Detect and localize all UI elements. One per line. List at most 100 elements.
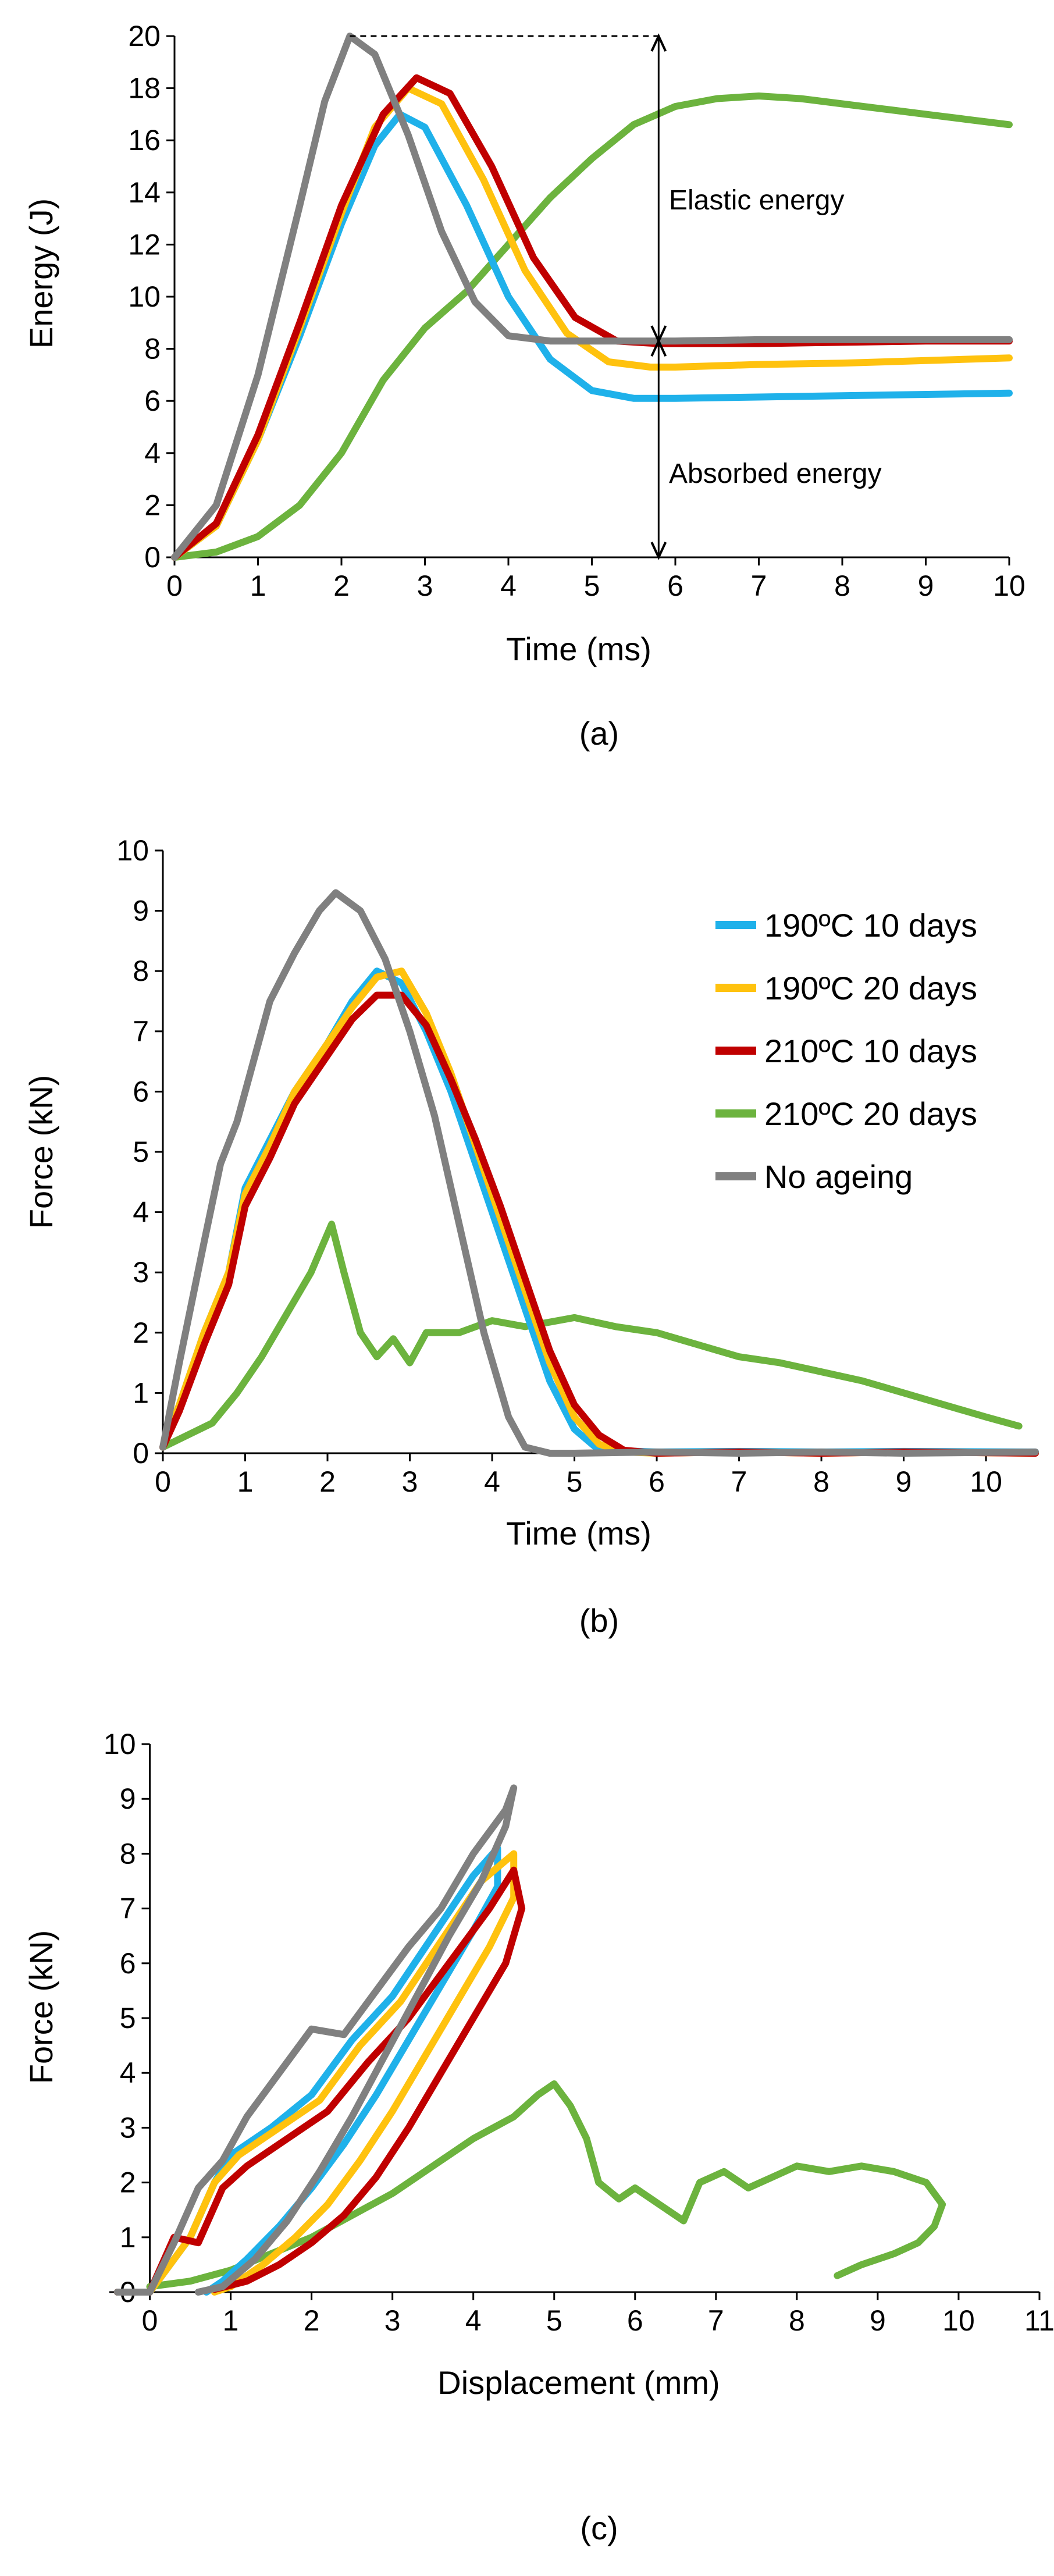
chart-b-xtick-label: 7 — [731, 1465, 747, 1498]
chart-b-xtick-label: 9 — [896, 1465, 912, 1498]
series-line-c-210C_10 — [113, 1866, 526, 2296]
chart-b-axes: 0 1 2 3 4 5 6 7 8 9 10 0 1 2 3 4 5 6 7 8 9 10 — [116, 834, 1035, 1498]
chart-b-ylabel: Force (kN) — [23, 1075, 59, 1229]
chart-a-ylabel: Energy (J) — [23, 198, 59, 348]
chart-a-ytick-label: 12 — [128, 228, 161, 261]
chart-c-xtick-label: 10 — [942, 2304, 975, 2337]
chart-a-xtick-label: 8 — [834, 570, 850, 602]
chart-b-ytick-label: 6 — [133, 1075, 149, 1108]
chart-b-ytick-label: 1 — [133, 1376, 149, 1409]
chart-c-ytick-label: 3 — [120, 2111, 136, 2144]
chart-c-xtick-label: 6 — [627, 2304, 643, 2337]
chart-a-annotations: Elastic energy Absorbed energy — [350, 33, 882, 560]
chart-b-ytick-label: 4 — [133, 1196, 149, 1229]
chart-b-ytick-label: 9 — [133, 895, 149, 927]
chart-c-xtick-label: 11 — [1024, 2304, 1054, 2337]
chart-a-xtick-label: 10 — [993, 570, 1025, 602]
chart-c-series — [113, 1784, 946, 2296]
chart-b-xtick-label: 8 — [813, 1465, 829, 1498]
arrow-head-split-down — [650, 338, 667, 357]
chart-a-xtick-label: 4 — [500, 570, 517, 602]
chart-a-xtick-label: 9 — [918, 570, 934, 602]
chart-a-caption: (a) — [579, 715, 619, 752]
chart-c-xtick-label: 0 — [142, 2304, 158, 2337]
chart-c-caption: (c) — [580, 2510, 618, 2546]
chart-b-xlabel: Time (ms) — [506, 1515, 651, 1552]
chart-b-xtick-label: 6 — [649, 1465, 665, 1498]
chart-a-ytick-label: 10 — [128, 280, 161, 313]
series-line-a-210C_10 — [171, 74, 1013, 561]
chart-c-xtick-label: 1 — [223, 2304, 239, 2337]
chart-a-ytick-label: 8 — [144, 333, 161, 365]
chart-c-ytick-label: 10 — [104, 1728, 136, 1760]
chart-a-series — [171, 33, 1013, 561]
series-line-c-210C_20 — [146, 2080, 946, 2290]
chart-b-caption: (b) — [579, 1602, 619, 1639]
chart-b-xtick-label: 3 — [402, 1465, 418, 1498]
chart-a-ytick-label: 14 — [128, 176, 161, 209]
chart-c-xtick-label: 8 — [789, 2304, 805, 2337]
chart-b-ytick-label: 0 — [133, 1437, 149, 1470]
chart-b-ytick-label: 3 — [133, 1256, 149, 1289]
chart-c-xtick-label: 9 — [870, 2304, 886, 2337]
chart-a-ytick-label: 16 — [128, 124, 161, 156]
series-line-c-190C_20 — [113, 1850, 518, 2296]
chart-b-xtick-label: 4 — [484, 1465, 500, 1498]
chart-b-ytick-label: 5 — [133, 1136, 149, 1168]
legend-label-190C_20: 190ºC 20 days — [764, 970, 977, 1006]
arrow-head-bottom — [650, 542, 667, 560]
chart-c-ytick-label: 9 — [120, 1782, 136, 1815]
series-line-a-none — [171, 33, 1013, 561]
chart-c-ytick-label: 6 — [120, 1947, 136, 1980]
chart-a-ytick-label: 0 — [144, 541, 161, 574]
series-line-b-none — [159, 889, 1039, 1457]
chart-c-xtick-label: 2 — [304, 2304, 320, 2337]
legend-label-210C_20: 210ºC 20 days — [764, 1095, 977, 1132]
chart-a-xtick-label: 6 — [667, 570, 683, 602]
chart-c-ytick-label: 1 — [120, 2221, 136, 2254]
chart-c-xtick-label: 5 — [546, 2304, 562, 2337]
arrow-head-top — [650, 33, 667, 52]
chart-c-xtick-label: 4 — [465, 2304, 482, 2337]
chart-a-xtick-label: 1 — [250, 570, 266, 602]
chart-a-xlabel: Time (ms) — [506, 631, 651, 667]
chart-b-ytick-label: 2 — [133, 1317, 149, 1349]
chart-a-xtick-label: 2 — [333, 570, 350, 602]
chart-c-xtick-label: 3 — [384, 2304, 401, 2337]
annotation-absorbed-energy: Absorbed energy — [669, 458, 882, 489]
legend-label-210C_10: 210ºC 10 days — [764, 1033, 977, 1069]
series-line-a-210C_20 — [171, 92, 1013, 561]
chart-c-ytick-label: 8 — [120, 1837, 136, 1870]
chart-b-xtick-label: 10 — [970, 1465, 1002, 1498]
chart-b-series — [159, 889, 1039, 1457]
chart-b-xtick-label: 2 — [319, 1465, 336, 1498]
chart-c-ytick-label: 2 — [120, 2166, 136, 2199]
chart-b-ytick-label: 7 — [133, 1015, 149, 1048]
chart-a-ytick-label: 18 — [128, 72, 161, 105]
chart-b-ytick-label: 10 — [116, 834, 149, 867]
chart-a-xtick-label: 3 — [417, 570, 433, 602]
chart-a-ytick-label: 6 — [144, 385, 161, 417]
chart-b-legend: 190ºC 10 days 190ºC 20 days 210ºC 10 days 2… — [715, 907, 977, 1195]
chart-a-xtick-label: 7 — [751, 570, 767, 602]
annotation-elastic-energy: Elastic energy — [669, 185, 844, 216]
chart-c-ylabel: Force (kN) — [23, 1930, 59, 2084]
chart-a-ytick-label: 2 — [144, 489, 161, 521]
chart-a-ytick-label: 4 — [144, 437, 161, 469]
chart-a-xtick-label: 0 — [166, 570, 183, 602]
series-line-c-none — [113, 1784, 518, 2296]
chart-a-ytick-label: 20 — [128, 20, 161, 52]
series-line-b-210C_20 — [159, 1221, 1023, 1451]
legend-label-190C_10: 190ºC 10 days — [764, 907, 977, 944]
chart-c-xlabel: Displacement (mm) — [437, 2364, 720, 2401]
chart-c-ytick-label: 7 — [120, 1892, 136, 1925]
chart-c-ytick-label: 5 — [120, 2002, 136, 2034]
chart-c-xtick-label: 7 — [708, 2304, 724, 2337]
legend-label-none: No ageing — [764, 1158, 913, 1195]
chart-a-xtick-label: 5 — [584, 570, 600, 602]
